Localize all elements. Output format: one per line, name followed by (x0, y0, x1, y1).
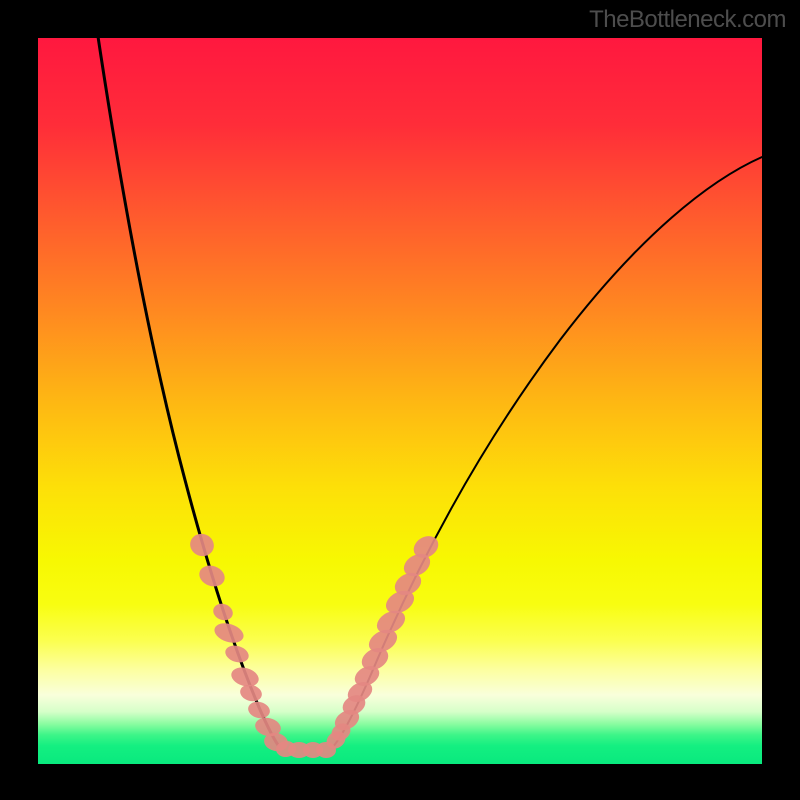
bottleneck-chart (0, 0, 800, 800)
watermark-text: TheBottleneck.com (589, 6, 786, 34)
plot-gradient (38, 38, 762, 764)
chart-container: TheBottleneck.com (0, 0, 800, 800)
